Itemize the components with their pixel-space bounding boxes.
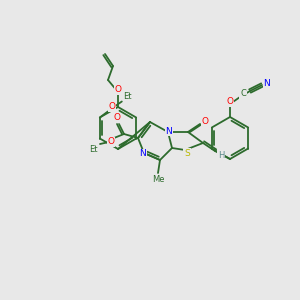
Text: N: N <box>140 149 146 158</box>
Text: Et: Et <box>89 145 97 154</box>
Text: Et: Et <box>124 92 132 101</box>
Text: Me: Me <box>152 175 164 184</box>
Text: C: C <box>240 89 246 98</box>
Text: S: S <box>184 148 190 158</box>
Text: O: O <box>115 85 122 94</box>
Text: N: N <box>166 127 172 136</box>
Text: O: O <box>226 98 233 106</box>
Text: H: H <box>218 151 224 160</box>
Text: O: O <box>107 137 115 146</box>
Text: N: N <box>264 79 270 88</box>
Text: O: O <box>202 116 208 125</box>
Text: O: O <box>113 113 121 122</box>
Text: O: O <box>108 102 115 111</box>
